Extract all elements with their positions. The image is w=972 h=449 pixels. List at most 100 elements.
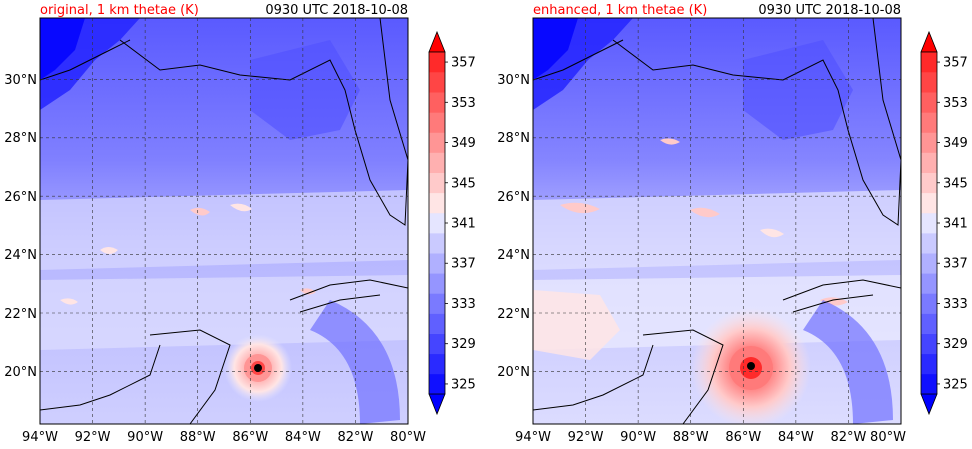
map-field-original	[40, 18, 408, 424]
colorbar-original-over-extend	[428, 30, 446, 53]
lat-label: 28°N	[497, 131, 530, 146]
colorbar-original-band	[429, 313, 445, 334]
colorbar-enhanced-band	[921, 253, 937, 274]
colorbar-enhanced-band	[921, 353, 937, 375]
lon-label: 94°W	[515, 430, 551, 445]
colorbar-enhanced-band	[921, 313, 937, 334]
colorbar-original-band	[429, 52, 445, 73]
colorbar-original-band	[429, 233, 445, 254]
colorbar-original-band	[429, 72, 445, 93]
colorbar-original-band	[429, 333, 445, 355]
colorbar-enhanced-band	[921, 172, 937, 194]
colorbar-enhanced-tick-label: 341	[943, 217, 968, 232]
colorbar-original-tick-label: 325	[451, 377, 476, 392]
colorbar-original-band	[429, 273, 445, 294]
colorbar-enhanced-under-extend	[920, 393, 938, 416]
gridlines-original	[40, 18, 408, 424]
colorbar-original-under-extend	[428, 393, 446, 416]
colorbar-enhanced-tick-label: 349	[943, 136, 968, 151]
colorbar-original: 357 353 349 345 341 337 333 329 325	[428, 30, 476, 416]
colorbar-enhanced-band	[921, 212, 937, 234]
colorbar-enhanced-band	[921, 333, 937, 355]
colorbar-original-band	[429, 253, 445, 274]
panel-original: original, 1 km thetae (K) 0930 UTC 2018-…	[4, 3, 426, 445]
colorbar-original-band	[429, 293, 445, 314]
lon-label: 86°W	[232, 430, 268, 445]
lon-label: 92°W	[75, 430, 111, 445]
panel-time-original: 0930 UTC 2018-10-08	[265, 3, 408, 18]
map-field-enhanced	[533, 18, 901, 424]
colorbar-enhanced-over-extend	[920, 30, 938, 53]
lat-label: 22°N	[497, 307, 530, 322]
colorbar-original-tick-label: 353	[451, 96, 476, 111]
lon-label: 80°W	[870, 430, 906, 445]
panel-title-original: original, 1 km thetae (K)	[40, 3, 199, 18]
lat-labels-original: 30°N 28°N 26°N 24°N 22°N 20°N	[4, 73, 37, 380]
colorbar-enhanced-tick-label: 329	[943, 337, 968, 352]
colorbar-original-band	[429, 192, 445, 214]
lat-label: 28°N	[4, 131, 37, 146]
lon-label: 80°W	[390, 430, 426, 445]
lon-label: 92°W	[568, 430, 604, 445]
lon-label: 82°W	[830, 430, 866, 445]
lon-label: 86°W	[725, 430, 761, 445]
colorbar-enhanced-band	[921, 92, 937, 113]
lon-label: 94°W	[22, 430, 58, 445]
gridlines-enhanced	[533, 18, 901, 424]
hurricane-center-marker-enhanced	[747, 362, 755, 370]
lat-label: 30°N	[4, 73, 37, 88]
colorbar-enhanced-band	[921, 373, 937, 395]
lon-label: 90°W	[620, 430, 656, 445]
panel-title-enhanced: enhanced, 1 km thetae (K)	[533, 3, 707, 18]
panel-time-enhanced: 0930 UTC 2018-10-08	[758, 3, 901, 18]
lat-label: 22°N	[4, 307, 37, 322]
colorbar-original-band	[429, 152, 445, 174]
colorbar-enhanced-tick-label: 333	[943, 297, 968, 312]
colorbar-enhanced-band	[921, 152, 937, 174]
colorbar-original-tick-label: 345	[451, 176, 476, 191]
colorbar-enhanced-tick-label: 357	[943, 56, 968, 71]
lat-label: 26°N	[4, 190, 37, 205]
panel-enhanced: enhanced, 1 km thetae (K) 0930 UTC 2018-…	[497, 3, 906, 445]
colorbar-original-band	[429, 212, 445, 234]
lon-label: 84°W	[778, 430, 814, 445]
colorbar-enhanced: 357 353 349 345 341 337 333 329 325	[920, 30, 968, 416]
lon-label: 82°W	[337, 430, 373, 445]
lat-label: 30°N	[497, 73, 530, 88]
colorbar-original-tick-label: 337	[451, 257, 476, 272]
lat-label: 20°N	[4, 365, 37, 380]
colorbar-enhanced-band	[921, 112, 937, 133]
colorbar-enhanced-tick-label: 353	[943, 96, 968, 111]
lon-labels-original: 94°W 92°W 90°W 88°W 86°W 84°W 82°W 80°W	[22, 430, 426, 445]
map-frame-original	[39, 17, 409, 425]
colorbar-original-band	[429, 92, 445, 113]
lat-labels-enhanced: 30°N 28°N 26°N 24°N 22°N 20°N	[497, 73, 530, 380]
lon-label: 84°W	[285, 430, 321, 445]
colorbar-enhanced-band	[921, 192, 937, 214]
colorbar-original-band	[429, 353, 445, 375]
lat-label: 24°N	[4, 248, 37, 263]
lon-label: 88°W	[673, 430, 709, 445]
colorbar-enhanced-tick-label: 345	[943, 176, 968, 191]
colorbar-original-band	[429, 172, 445, 194]
colorbar-enhanced-band	[921, 132, 937, 153]
colorbar-original-tick-label: 357	[451, 56, 476, 71]
lon-labels-enhanced: 94°W 92°W 90°W 88°W 86°W 84°W 82°W 80°W	[515, 430, 906, 445]
colorbar-enhanced-band	[921, 233, 937, 254]
colorbar-enhanced-band	[921, 293, 937, 314]
colorbar-original-tick-label: 341	[451, 217, 476, 232]
colorbar-original-band	[429, 112, 445, 133]
colorbar-enhanced-band	[921, 273, 937, 294]
colorbar-original-band	[429, 373, 445, 395]
colorbar-enhanced-band	[921, 52, 937, 73]
map-frame-enhanced	[532, 17, 902, 425]
colorbar-enhanced-tick-label: 325	[943, 377, 968, 392]
lon-label: 88°W	[180, 430, 216, 445]
colorbar-enhanced-tick-label: 337	[943, 257, 968, 272]
hurricane-center-marker-original	[254, 364, 262, 372]
colorbar-original-tick-label: 333	[451, 297, 476, 312]
colorbar-original-tick-label: 329	[451, 337, 476, 352]
lat-label: 24°N	[497, 248, 530, 263]
colorbar-original-band	[429, 132, 445, 153]
